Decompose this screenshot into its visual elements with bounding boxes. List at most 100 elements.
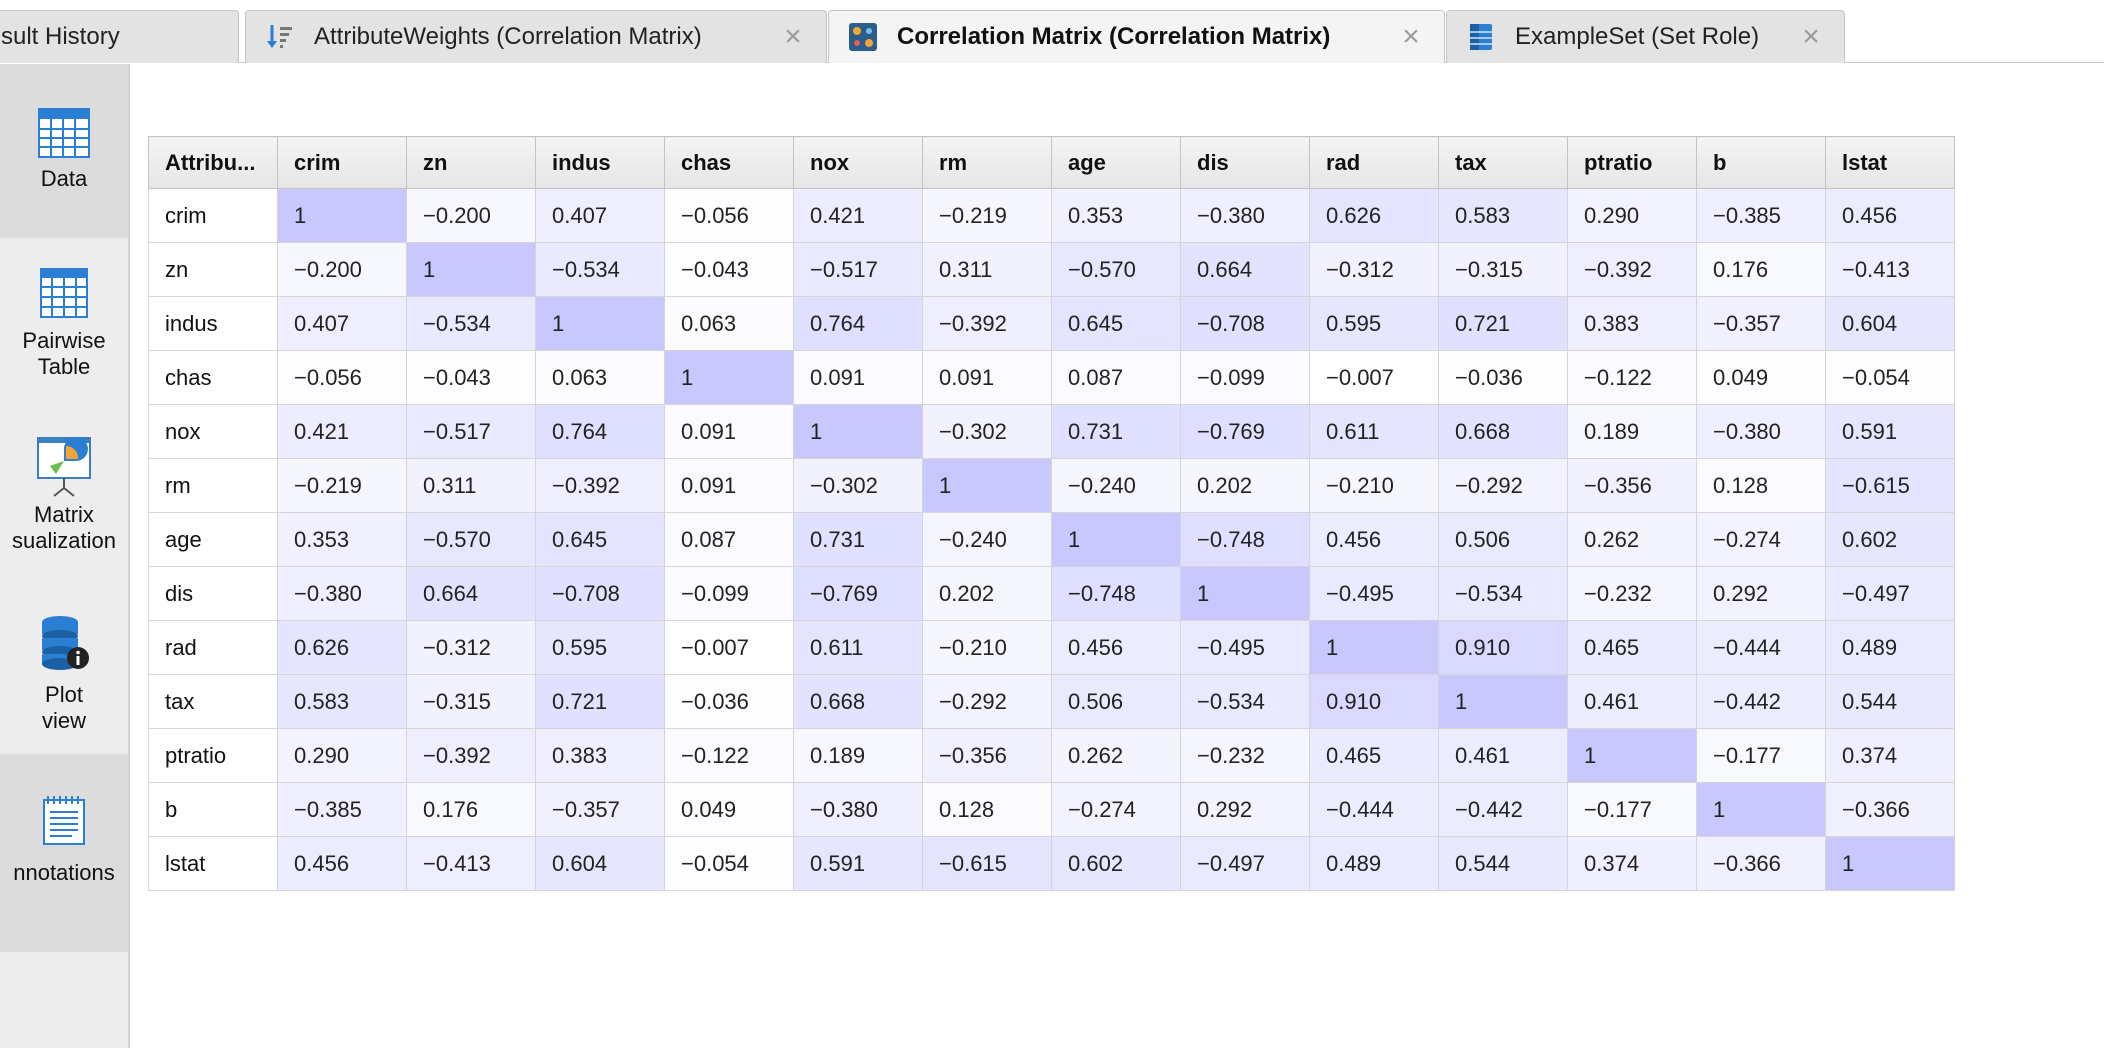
matrix-cell[interactable]: 1 xyxy=(535,296,665,351)
matrix-cell[interactable]: 0.290 xyxy=(1567,188,1697,243)
matrix-cell[interactable]: 0.202 xyxy=(922,566,1052,621)
column-header-rm[interactable]: rm xyxy=(922,136,1052,189)
matrix-cell[interactable]: 0.456 xyxy=(277,836,407,891)
matrix-cell[interactable]: 0.668 xyxy=(793,674,923,729)
matrix-cell[interactable]: −0.099 xyxy=(664,566,794,621)
matrix-cell[interactable]: −0.210 xyxy=(922,620,1052,675)
sidebar-item-data[interactable]: Data xyxy=(0,64,128,238)
sidebar-item-annotations[interactable]: nnotations xyxy=(0,754,128,952)
matrix-cell[interactable]: −0.495 xyxy=(1180,620,1310,675)
matrix-cell[interactable]: 0.262 xyxy=(1567,512,1697,567)
matrix-cell[interactable]: −0.534 xyxy=(535,242,665,297)
matrix-cell[interactable]: 0.189 xyxy=(793,728,923,783)
matrix-cell[interactable]: −0.177 xyxy=(1567,782,1697,837)
matrix-cell[interactable]: −0.392 xyxy=(922,296,1052,351)
matrix-cell[interactable]: 0.604 xyxy=(1825,296,1955,351)
matrix-cell[interactable]: 0.202 xyxy=(1180,458,1310,513)
matrix-cell[interactable]: −0.444 xyxy=(1696,620,1826,675)
matrix-cell[interactable]: −0.748 xyxy=(1180,512,1310,567)
matrix-cell[interactable]: 0.353 xyxy=(277,512,407,567)
matrix-cell[interactable]: −0.177 xyxy=(1696,728,1826,783)
matrix-cell[interactable]: 0.421 xyxy=(277,404,407,459)
matrix-cell[interactable]: 0.383 xyxy=(535,728,665,783)
matrix-cell[interactable]: 1 xyxy=(1825,836,1955,891)
matrix-cell[interactable]: 0.506 xyxy=(1438,512,1568,567)
matrix-cell[interactable]: −0.302 xyxy=(793,458,923,513)
matrix-cell[interactable]: 1 xyxy=(1567,728,1697,783)
matrix-cell[interactable]: −0.240 xyxy=(922,512,1052,567)
matrix-cell[interactable]: 0.091 xyxy=(793,350,923,405)
matrix-cell[interactable]: 0.465 xyxy=(1309,728,1439,783)
matrix-cell[interactable]: −0.534 xyxy=(1438,566,1568,621)
matrix-cell[interactable]: −0.007 xyxy=(1309,350,1439,405)
matrix-cell[interactable]: −0.413 xyxy=(406,836,536,891)
tab-attribute-weights[interactable]: AttributeWeights (Correlation Matrix) × xyxy=(245,10,827,63)
matrix-cell[interactable]: 0.595 xyxy=(1309,296,1439,351)
matrix-cell[interactable]: 0.544 xyxy=(1825,674,1955,729)
matrix-cell[interactable]: 0.611 xyxy=(1309,404,1439,459)
matrix-cell[interactable]: −0.570 xyxy=(406,512,536,567)
matrix-cell[interactable]: −0.219 xyxy=(277,458,407,513)
matrix-cell[interactable]: 0.353 xyxy=(1051,188,1181,243)
column-header-indus[interactable]: indus xyxy=(535,136,665,189)
matrix-cell[interactable]: −0.570 xyxy=(1051,242,1181,297)
matrix-cell[interactable]: 0.602 xyxy=(1051,836,1181,891)
matrix-cell[interactable]: 0.731 xyxy=(1051,404,1181,459)
matrix-cell[interactable]: −0.748 xyxy=(1051,566,1181,621)
matrix-cell[interactable]: 0.087 xyxy=(1051,350,1181,405)
matrix-cell[interactable]: −0.274 xyxy=(1696,512,1826,567)
matrix-cell[interactable]: 0.049 xyxy=(664,782,794,837)
matrix-cell[interactable]: 0.583 xyxy=(1438,188,1568,243)
matrix-cell[interactable]: −0.392 xyxy=(406,728,536,783)
matrix-cell[interactable]: 0.591 xyxy=(793,836,923,891)
matrix-cell[interactable]: −0.200 xyxy=(406,188,536,243)
matrix-cell[interactable]: 1 xyxy=(406,242,536,297)
matrix-cell[interactable]: −0.043 xyxy=(406,350,536,405)
matrix-cell[interactable]: −0.534 xyxy=(406,296,536,351)
matrix-cell[interactable]: 0.456 xyxy=(1825,188,1955,243)
matrix-cell[interactable]: 1 xyxy=(1696,782,1826,837)
matrix-cell[interactable]: −0.444 xyxy=(1309,782,1439,837)
matrix-cell[interactable]: 0.764 xyxy=(793,296,923,351)
matrix-cell[interactable]: −0.357 xyxy=(535,782,665,837)
matrix-cell[interactable]: 0.910 xyxy=(1309,674,1439,729)
matrix-cell[interactable]: −0.312 xyxy=(1309,242,1439,297)
matrix-cell[interactable]: −0.366 xyxy=(1825,782,1955,837)
matrix-cell[interactable]: −0.232 xyxy=(1180,728,1310,783)
matrix-cell[interactable]: −0.122 xyxy=(1567,350,1697,405)
matrix-cell[interactable]: −0.497 xyxy=(1825,566,1955,621)
matrix-cell[interactable]: 0.595 xyxy=(535,620,665,675)
column-header-lstat[interactable]: lstat xyxy=(1825,136,1955,189)
matrix-cell[interactable]: 1 xyxy=(1180,566,1310,621)
matrix-cell[interactable]: −0.054 xyxy=(664,836,794,891)
close-icon[interactable]: × xyxy=(784,20,802,53)
matrix-cell[interactable]: −0.708 xyxy=(535,566,665,621)
matrix-cell[interactable]: 0.461 xyxy=(1438,728,1568,783)
matrix-cell[interactable]: 0.664 xyxy=(406,566,536,621)
matrix-cell[interactable]: 0.128 xyxy=(1696,458,1826,513)
matrix-cell[interactable]: 0.506 xyxy=(1051,674,1181,729)
close-icon[interactable]: × xyxy=(1802,20,1820,53)
column-header-zn[interactable]: zn xyxy=(406,136,536,189)
matrix-cell[interactable]: −0.315 xyxy=(1438,242,1568,297)
matrix-cell[interactable]: 1 xyxy=(277,188,407,243)
matrix-cell[interactable]: 0.063 xyxy=(535,350,665,405)
matrix-cell[interactable]: −0.708 xyxy=(1180,296,1310,351)
matrix-cell[interactable]: −0.302 xyxy=(922,404,1052,459)
matrix-cell[interactable]: −0.315 xyxy=(406,674,536,729)
matrix-cell[interactable]: −0.380 xyxy=(277,566,407,621)
matrix-cell[interactable]: 0.611 xyxy=(793,620,923,675)
matrix-cell[interactable]: −0.769 xyxy=(1180,404,1310,459)
matrix-cell[interactable]: −0.357 xyxy=(1696,296,1826,351)
matrix-cell[interactable]: −0.392 xyxy=(1567,242,1697,297)
matrix-cell[interactable]: 0.583 xyxy=(277,674,407,729)
matrix-cell[interactable]: −0.240 xyxy=(1051,458,1181,513)
matrix-cell[interactable]: 0.489 xyxy=(1309,836,1439,891)
matrix-cell[interactable]: 0.668 xyxy=(1438,404,1568,459)
matrix-cell[interactable]: −0.517 xyxy=(793,242,923,297)
matrix-cell[interactable]: 0.626 xyxy=(1309,188,1439,243)
matrix-cell[interactable]: −0.292 xyxy=(922,674,1052,729)
matrix-cell[interactable]: 0.374 xyxy=(1825,728,1955,783)
column-header-age[interactable]: age xyxy=(1051,136,1181,189)
tab-result-history[interactable]: sult History xyxy=(0,10,239,63)
